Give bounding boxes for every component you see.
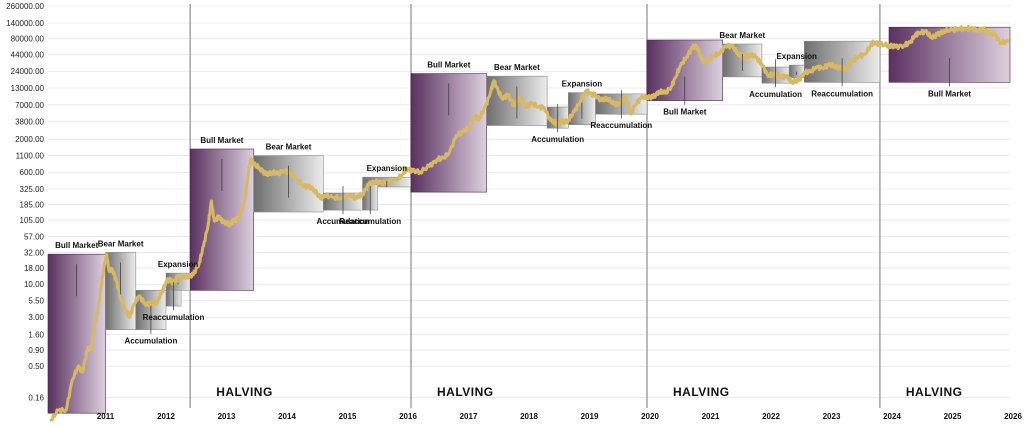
phase-label: Reaccumulation xyxy=(811,89,873,98)
y-tick-label: 0.90 xyxy=(28,346,44,355)
phase-label: Accumulation xyxy=(531,135,584,144)
phase-labels: Bull Market Bear MarketAccumulationReaccu… xyxy=(55,31,971,346)
x-tick-label: 2015 xyxy=(339,412,357,421)
phase-label: Expansion xyxy=(367,164,408,173)
x-tick-label: 2023 xyxy=(823,412,841,421)
y-tick-label: 44000.00 xyxy=(11,51,45,60)
y-tick-label: 600.00 xyxy=(20,168,45,177)
y-tick-label: 13000.00 xyxy=(11,84,45,93)
halving-label: HALVING xyxy=(673,385,730,399)
y-tick-label: 1100.00 xyxy=(16,152,45,161)
y-tick-label: 24000.00 xyxy=(11,67,45,76)
phase-label: Accumulation xyxy=(124,337,177,346)
phase-label: Reaccumulation xyxy=(590,121,652,130)
x-tick-label: 2014 xyxy=(278,412,296,421)
x-axis: 2011 2012 2013 2014 2015 2016 2017 2018 2019 2020… xyxy=(97,412,1023,421)
phase-label: Expansion xyxy=(562,80,603,89)
y-tick-label: 57.00 xyxy=(24,233,45,242)
y-axis: 260000.00 140000.00 80000.00 44000.00 24000.… xyxy=(6,2,44,402)
y-tick-label: 7000.00 xyxy=(15,101,44,110)
x-tick-label: 2017 xyxy=(460,412,478,421)
phase-label: Bull Market xyxy=(427,61,470,70)
y-tick-label: 140000.00 xyxy=(6,19,44,28)
y-tick-label: 3.00 xyxy=(28,313,44,322)
phase-label: Bear Market xyxy=(494,63,540,72)
x-tick-label: 2011 xyxy=(97,412,115,421)
phase-label: Accumulation xyxy=(749,90,802,99)
y-tick-label: 80000.00 xyxy=(11,34,45,43)
phase-label: Bear Market xyxy=(719,31,765,40)
phase-label: Bull Market xyxy=(55,241,98,250)
phase-label: Bear Market xyxy=(98,239,144,248)
halving-labels: HALVING HALVING HALVING HALVING xyxy=(216,385,962,399)
price-line xyxy=(49,25,1010,422)
x-tick-label: 2013 xyxy=(218,412,236,421)
phase-label: Reaccumulation xyxy=(339,217,401,226)
y-tick-label: 2000.00 xyxy=(15,135,44,144)
y-tick-label: 260000.00 xyxy=(6,2,44,11)
x-tick-label: 2025 xyxy=(944,412,962,421)
phase-label: Bull Market xyxy=(928,89,971,98)
phase-label: Bear Market xyxy=(266,143,312,152)
y-tick-label: 10.00 xyxy=(24,280,45,289)
phase-label: Expansion xyxy=(776,52,817,61)
y-tick-label: 185.00 xyxy=(20,200,45,209)
phase-label: Accumulation xyxy=(317,217,370,226)
price-line-layer xyxy=(49,25,1010,422)
x-tick-label: 2018 xyxy=(520,412,538,421)
phase-label: Bull Market xyxy=(200,136,243,145)
x-tick-label: 2026 xyxy=(1004,412,1022,421)
x-tick-label: 2024 xyxy=(883,412,901,421)
halving-label: HALVING xyxy=(437,385,494,399)
x-tick-label: 2012 xyxy=(157,412,175,421)
y-tick-label: 1.60 xyxy=(28,330,44,339)
phase-label-leaders xyxy=(76,54,950,334)
x-tick-label: 2022 xyxy=(762,412,780,421)
halving-label: HALVING xyxy=(906,385,963,399)
x-tick-label: 2016 xyxy=(399,412,417,421)
y-tick-label: 3800.00 xyxy=(15,118,44,127)
x-tick-label: 2021 xyxy=(702,412,720,421)
y-tick-label: 105.00 xyxy=(20,216,45,225)
phase-label: Bull Market xyxy=(663,108,706,117)
y-tick-label: 18.00 xyxy=(24,264,45,273)
x-tick-label: 2019 xyxy=(581,412,599,421)
halving-label: HALVING xyxy=(216,385,273,399)
y-tick-label: 0.50 xyxy=(28,362,44,371)
x-tick-label: 2020 xyxy=(641,412,659,421)
phase-label: Expansion xyxy=(158,260,199,269)
y-tick-label: 5.50 xyxy=(28,297,44,306)
y-tick-label: 32.00 xyxy=(24,248,45,257)
y-tick-label: 325.00 xyxy=(20,185,45,194)
y-tick-label: 0.16 xyxy=(28,393,44,402)
phase-label: Reaccumulation xyxy=(143,313,205,322)
